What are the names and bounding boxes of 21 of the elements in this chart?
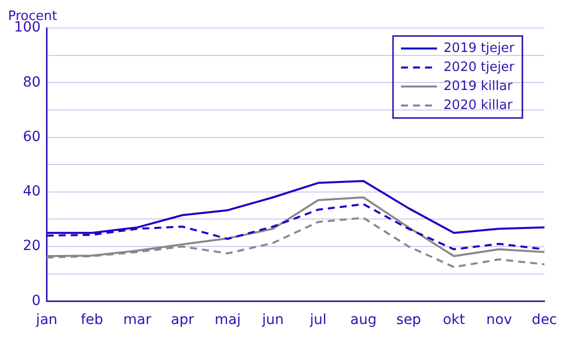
x-tick-label: jun xyxy=(261,312,284,328)
x-tick-label: dec xyxy=(532,312,558,328)
y-tick-label: 0 xyxy=(32,292,41,309)
y-tick-label: 20 xyxy=(22,238,41,254)
x-tick-label: sep xyxy=(396,312,422,328)
x-tick-label: maj xyxy=(214,312,241,328)
x-tick-label: jul xyxy=(308,312,327,328)
y-tick-label: 80 xyxy=(22,74,41,90)
y-tick-label: 40 xyxy=(22,184,41,200)
legend-label: 2020 killar xyxy=(444,98,514,113)
x-tick-label: feb xyxy=(80,312,104,328)
x-tick-label: mar xyxy=(123,312,152,328)
legend-label: 2020 tjejer xyxy=(444,60,516,75)
legend-label: 2019 tjejer xyxy=(444,40,516,56)
x-tick-label: okt xyxy=(442,312,466,328)
x-tick-label: nov xyxy=(486,312,512,328)
x-tick-label: apr xyxy=(170,312,194,328)
x-tick-label: aug xyxy=(350,312,377,328)
legend-label: 2019 killar xyxy=(444,78,514,94)
x-tick-label: jan xyxy=(35,312,58,328)
y-tick-label: 60 xyxy=(22,128,41,145)
